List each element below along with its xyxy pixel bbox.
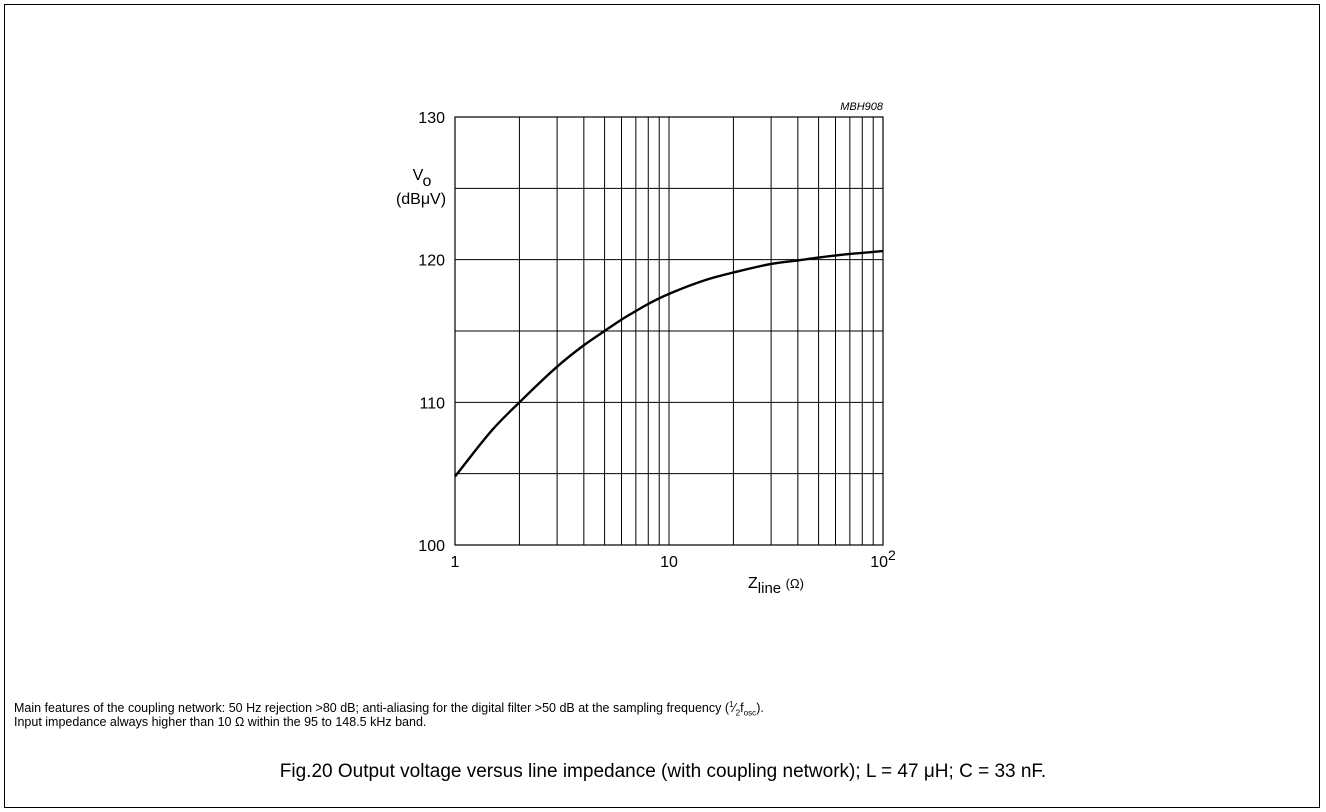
x-tick-labels: 1 10 102 (451, 547, 896, 571)
x-tick-label: 1 (451, 554, 460, 571)
note-f: f (740, 701, 744, 716)
x-axis-label: Zline (Ω) (748, 575, 804, 597)
figure-caption: Fig.20 Output voltage versus line impeda… (279, 761, 1047, 782)
note-half-numerator: 1 (728, 700, 734, 709)
x-tick-label: 10 (660, 554, 678, 571)
note-osc: osc (743, 708, 757, 718)
figure-code: MBH908 (840, 101, 884, 113)
y-tick-label: 130 (418, 110, 445, 127)
y-tick-label: 120 (418, 253, 445, 270)
y-tick-label: 100 (418, 538, 445, 555)
y-tick-labels: 100 110 120 130 (418, 110, 445, 555)
note-line-1: Main features of the coupling network: 5… (14, 700, 764, 718)
x-axis-label-unit: (Ω) (786, 576, 804, 591)
note-line-2: Input impedance always higher than 10 Ω … (14, 715, 427, 729)
page-frame (4, 4, 1320, 808)
y-axis-label: Vo (413, 167, 432, 190)
series-line (454, 249, 884, 478)
note-half-denominator: 2 (735, 708, 741, 718)
note-end: ). (756, 701, 764, 716)
grid-lines (454, 116, 884, 546)
y-axis-label-sub: o (422, 173, 431, 190)
y-tick-label: 110 (419, 395, 445, 412)
y-axis-unit: (dBμV) (396, 191, 446, 208)
y-axis-label-main: V (413, 167, 424, 184)
x-axis-label-main: Z (748, 575, 758, 592)
x-axis-label-sub: line (758, 580, 781, 597)
note-text: Main features of the coupling network: 5… (14, 701, 729, 716)
x-tick-label: 102 (870, 547, 896, 571)
plot-border (454, 116, 884, 546)
